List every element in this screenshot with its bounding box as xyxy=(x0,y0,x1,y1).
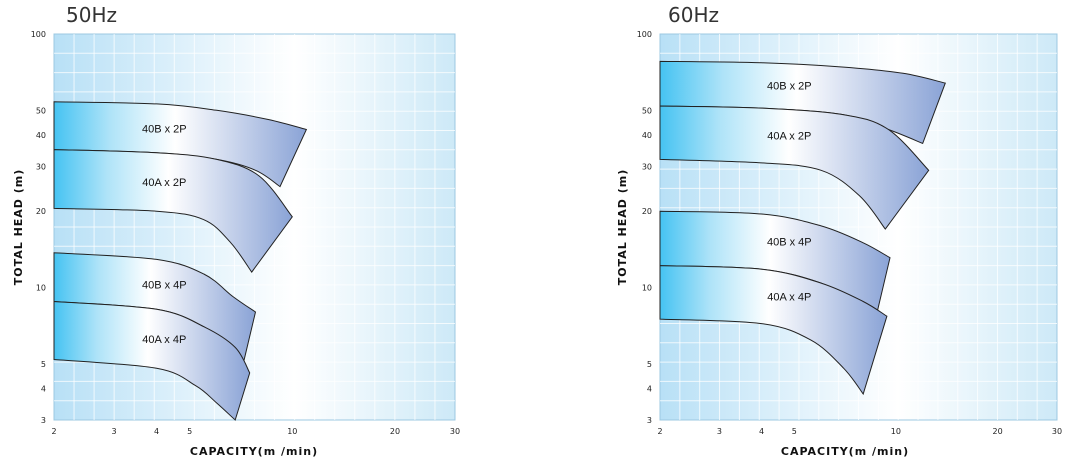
x-tick-label: 20 xyxy=(993,427,1003,436)
x-tick-label: 5 xyxy=(187,427,192,436)
curve-band-40ax2p xyxy=(659,105,930,230)
y-axis-title: TOTAL HEAD (m) xyxy=(12,169,25,286)
x-tick-label: 20 xyxy=(390,427,400,436)
y-tick-label: 5 xyxy=(41,360,46,369)
x-axis-title: CAPACITY(m /min) xyxy=(190,445,318,458)
y-tick-label: 50 xyxy=(36,106,46,115)
y-axis-title: TOTAL HEAD (m) xyxy=(616,169,629,286)
y-tick-label: 30 xyxy=(642,163,652,172)
x-tick-label: 10 xyxy=(891,427,901,436)
curve-label: 40A x 2P xyxy=(142,177,186,189)
y-tick-label: 10 xyxy=(642,284,652,293)
curve-band-40ax4p xyxy=(659,265,888,396)
curve-label: 40A x 2P xyxy=(767,131,811,143)
curve-band-40ax4p xyxy=(53,300,251,421)
x-tick-label: 4 xyxy=(759,427,764,436)
y-tick-label: 4 xyxy=(41,384,46,393)
x-tick-label: 2 xyxy=(51,427,56,436)
curve-label: 40A x 4P xyxy=(767,291,811,303)
y-tick-label: 4 xyxy=(647,384,652,393)
y-tick-label: 40 xyxy=(36,131,46,140)
curve-label: 40B x 2P xyxy=(142,123,187,135)
x-axis-title: CAPACITY(m /min) xyxy=(781,445,909,458)
curve-band-40ax2p xyxy=(53,149,293,273)
y-tick-label: 100 xyxy=(637,30,652,39)
y-tick-label: 40 xyxy=(642,131,652,140)
frequency-title: 50Hz xyxy=(66,3,117,27)
x-tick-label: 30 xyxy=(450,427,460,436)
curve-label: 40B x 2P xyxy=(767,80,812,92)
y-tick-label: 3 xyxy=(41,416,46,425)
curve-label: 40A x 4P xyxy=(142,334,186,346)
y-tick-label: 50 xyxy=(642,106,652,115)
curve-label: 40B x 4P xyxy=(142,279,187,291)
x-tick-label: 4 xyxy=(154,427,159,436)
y-tick-label: 10 xyxy=(36,284,46,293)
frequency-title: 60Hz xyxy=(668,3,719,27)
y-tick-label: 3 xyxy=(647,416,652,425)
y-tick-label: 5 xyxy=(647,360,652,369)
x-tick-label: 3 xyxy=(717,427,722,436)
curve-label: 40B x 4P xyxy=(767,237,812,249)
y-tick-label: 20 xyxy=(642,207,652,216)
x-tick-label: 10 xyxy=(287,427,297,436)
y-tick-label: 30 xyxy=(36,163,46,172)
x-tick-label: 2 xyxy=(657,427,662,436)
y-tick-label: 100 xyxy=(31,30,46,39)
x-tick-label: 3 xyxy=(111,427,116,436)
y-tick-label: 20 xyxy=(36,207,46,216)
x-tick-label: 30 xyxy=(1052,427,1062,436)
x-tick-label: 5 xyxy=(792,427,797,436)
